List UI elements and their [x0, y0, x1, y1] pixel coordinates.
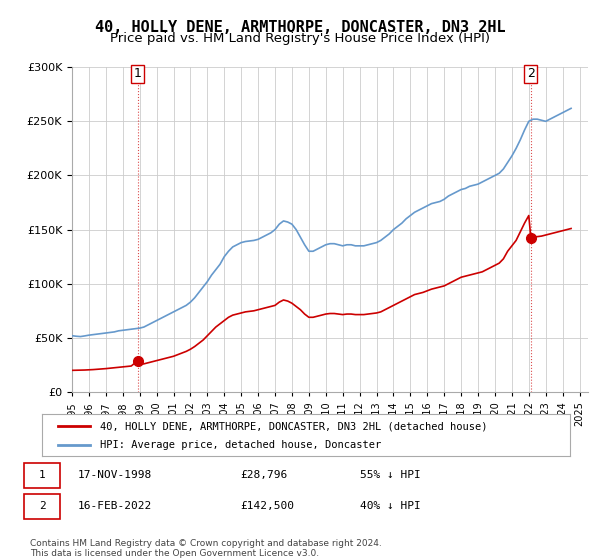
Text: 55% ↓ HPI: 55% ↓ HPI — [360, 470, 421, 480]
Text: 2: 2 — [527, 67, 535, 80]
Text: £142,500: £142,500 — [240, 501, 294, 511]
Text: Price paid vs. HM Land Registry's House Price Index (HPI): Price paid vs. HM Land Registry's House … — [110, 32, 490, 45]
Text: 1: 1 — [134, 67, 142, 80]
Text: Contains HM Land Registry data © Crown copyright and database right 2024.
This d: Contains HM Land Registry data © Crown c… — [30, 539, 382, 558]
Text: 16-FEB-2022: 16-FEB-2022 — [78, 501, 152, 511]
Text: 40% ↓ HPI: 40% ↓ HPI — [360, 501, 421, 511]
Text: HPI: Average price, detached house, Doncaster: HPI: Average price, detached house, Donc… — [100, 440, 382, 450]
Text: 1: 1 — [38, 470, 46, 480]
Text: 40, HOLLY DENE, ARMTHORPE, DONCASTER, DN3 2HL (detached house): 40, HOLLY DENE, ARMTHORPE, DONCASTER, DN… — [100, 421, 488, 431]
FancyBboxPatch shape — [24, 494, 60, 519]
Text: 2: 2 — [38, 501, 46, 511]
Text: £28,796: £28,796 — [240, 470, 287, 480]
Text: 40, HOLLY DENE, ARMTHORPE, DONCASTER, DN3 2HL: 40, HOLLY DENE, ARMTHORPE, DONCASTER, DN… — [95, 20, 505, 35]
FancyBboxPatch shape — [24, 463, 60, 488]
Text: 17-NOV-1998: 17-NOV-1998 — [78, 470, 152, 480]
